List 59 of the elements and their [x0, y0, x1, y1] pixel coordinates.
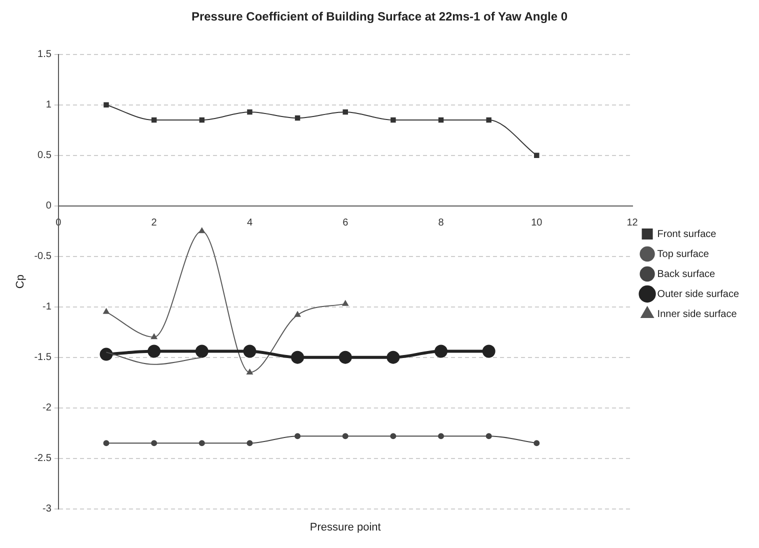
y-tick-label: 0 — [46, 200, 52, 212]
point — [534, 440, 540, 446]
point — [294, 115, 300, 121]
point — [438, 433, 444, 440]
y-tick-label: -3 — [42, 504, 52, 515]
point — [243, 344, 256, 358]
y-tick-label: 0.5 — [38, 150, 52, 162]
point — [199, 117, 205, 123]
point — [150, 334, 158, 340]
point — [103, 308, 110, 314]
point — [390, 433, 396, 440]
point — [294, 311, 301, 317]
legend-label: Back surface — [657, 268, 716, 280]
legend-label: Top surface — [657, 248, 710, 260]
y-tick-label: -2 — [42, 402, 52, 414]
x-tick-label: 8 — [438, 218, 444, 229]
point — [246, 440, 253, 446]
point — [103, 440, 110, 446]
point — [438, 117, 444, 123]
point — [486, 433, 492, 440]
x-tick-label: 10 — [531, 218, 543, 229]
point — [338, 350, 352, 364]
point — [342, 300, 348, 306]
chart-title: Pressure Coefficient of Building Surface at 22ms-1 of Yaw Angle 0 — [191, 10, 568, 24]
point — [100, 348, 113, 361]
point — [247, 109, 252, 115]
y-tick-label: -1 — [42, 302, 52, 313]
point — [486, 117, 492, 123]
legend-label: Front surface — [657, 228, 717, 240]
y-tick-label: 1.5 — [38, 49, 52, 60]
x-tick-label: 2 — [151, 218, 158, 229]
point — [390, 117, 396, 123]
point — [198, 228, 205, 234]
y-tick-label: -2.5 — [34, 453, 52, 464]
point — [104, 102, 109, 108]
legend-label: Inner side surface — [657, 308, 738, 320]
x-tick-label: 12 — [626, 218, 638, 229]
point — [534, 152, 540, 158]
point — [246, 368, 253, 374]
y-tick-label: 1 — [46, 100, 52, 111]
x-axis-title: Pressure point — [310, 521, 381, 534]
point — [482, 344, 496, 358]
y-tick-label: -1.5 — [34, 352, 52, 364]
point — [342, 433, 348, 440]
point — [294, 433, 301, 440]
legend-label: Outer side surface — [657, 288, 740, 300]
point — [342, 109, 348, 115]
point — [434, 344, 448, 358]
point — [151, 440, 158, 446]
point — [148, 344, 161, 358]
point — [151, 117, 157, 123]
x-tick-label: 6 — [342, 218, 349, 229]
point — [195, 344, 208, 358]
point — [291, 350, 304, 364]
y-axis-title: Cp — [14, 274, 27, 289]
y-tick-label: -0.5 — [34, 251, 52, 262]
point — [386, 350, 400, 364]
x-tick-label: 4 — [246, 218, 253, 229]
point — [198, 440, 205, 446]
